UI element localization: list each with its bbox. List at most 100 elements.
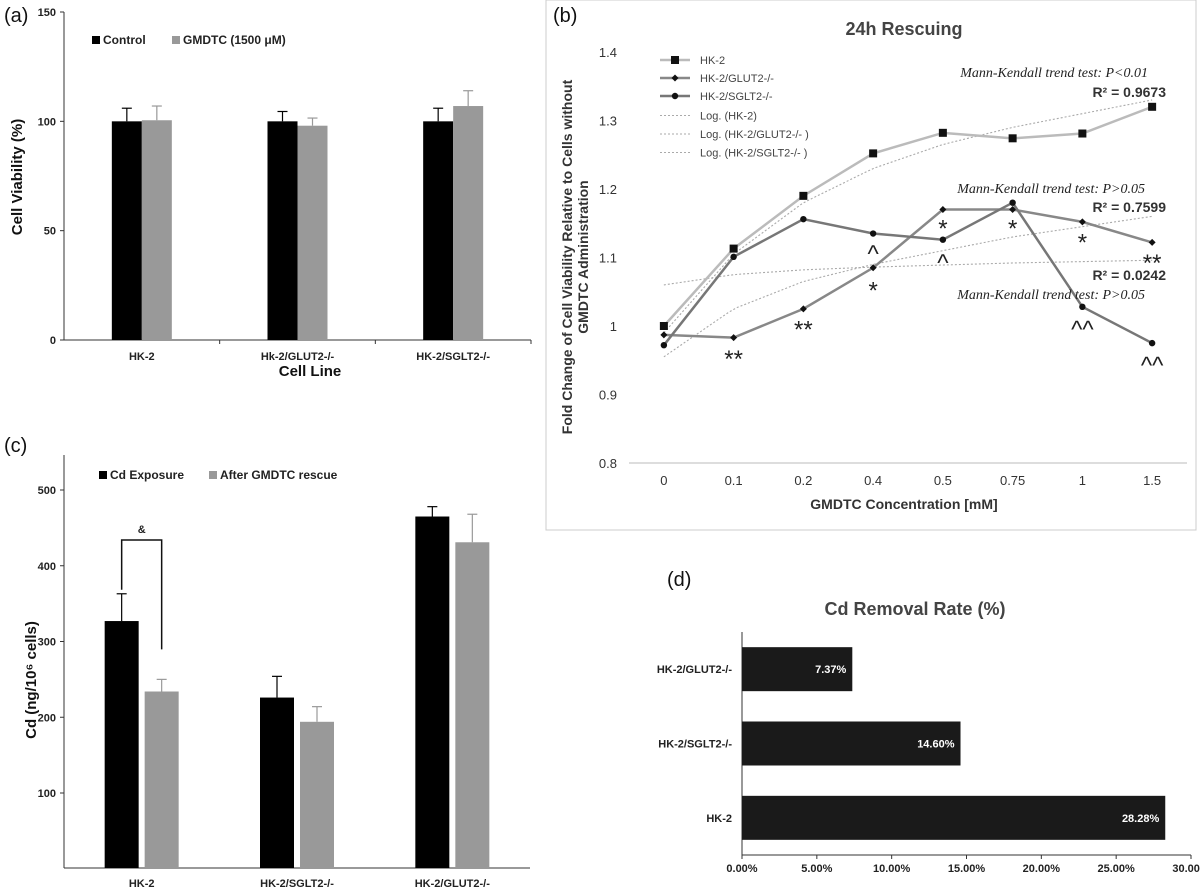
panel-b-point — [1148, 102, 1157, 111]
panel-b-legend-marker — [671, 74, 679, 82]
panel-d-category-label: HK-2 — [706, 813, 732, 825]
panel-b-legend-label: HK-2/SGLT2-/- — [700, 91, 773, 103]
panel-b-trendline — [663, 215, 1153, 358]
panel-d-xtick-label: 0.00% — [726, 863, 757, 875]
panel-d-bar — [742, 795, 1166, 840]
panel-b-frame — [545, 0, 1197, 531]
panel-c-bar — [260, 697, 294, 868]
panel-a-ytick-label: 150 — [38, 7, 56, 19]
panel-a-ylabel: Cell Viability (%) — [9, 119, 26, 235]
panel-d: (d) Cd Removal Rate (%) 0.00% 5.00% 10.00%… — [657, 569, 1200, 875]
panel-b-point — [1148, 339, 1156, 347]
panel-d-category-label: HK-2/SGLT2-/- — [658, 739, 732, 751]
panel-b-xtick-label: 1.5 — [1143, 473, 1161, 488]
panel-c-ytick-label: 500 — [38, 485, 56, 497]
panel-d-title: Cd Removal Rate (%) — [824, 599, 1005, 619]
panel-b-ytick-label: 1 — [610, 319, 617, 334]
panel-c-bar — [104, 621, 139, 868]
panel-b-point — [799, 305, 807, 313]
panel-b-point — [799, 191, 808, 200]
panel-b-point — [729, 244, 738, 253]
panel-b-significance-mark: ** — [724, 346, 743, 373]
panel-b-legend-label: Log. (HK-2) — [700, 111, 757, 123]
panel-c-legend-label: Cd Exposure — [110, 468, 184, 482]
panel-b-legend-label: Log. (HK-2/SGLT2-/- ) — [700, 148, 807, 160]
panel-d-bar-label: 28.28% — [1122, 813, 1160, 825]
panel-b-point — [1009, 199, 1016, 206]
panel-a-bar — [111, 121, 142, 340]
panel-a-bar — [423, 121, 454, 340]
panel-d-category-label: HK-2/GLUT2-/- — [657, 664, 733, 676]
panel-c-bar — [300, 721, 334, 868]
panel-b-xtick-label: 0.75 — [1000, 473, 1025, 488]
panel-b-xtick-label: 0 — [660, 473, 667, 488]
panel-b-point — [869, 230, 877, 237]
panel-d-xtick-label: 15.00% — [948, 863, 986, 875]
panel-a-legend-label: GMDTC (1500 μM) — [183, 33, 286, 47]
panel-b-point — [660, 331, 668, 339]
panel-b-legend-label: HK-2 — [700, 55, 725, 67]
panel-d-bar — [742, 721, 961, 766]
panel-b-significance-mark: * — [1008, 216, 1017, 243]
panel-b-significance-mark: * — [1078, 229, 1087, 256]
panel-b-series-line — [662, 105, 1153, 327]
panel-b-point — [800, 215, 807, 223]
panel-b-point — [939, 236, 947, 243]
panel-a-ytick-label: 0 — [50, 335, 56, 347]
panel-b-series-line — [663, 208, 1153, 339]
panel-b-point — [1078, 129, 1087, 138]
panel-c-category-label: HK-2 — [129, 878, 155, 890]
panel-d-bar-label: 14.60% — [917, 739, 955, 751]
panel-c-bar — [144, 691, 179, 868]
panel-b-significance-mark: ^^ — [1141, 353, 1164, 380]
panel-b-point — [1079, 303, 1086, 311]
panel-c: (c) Cd (ng/10⁶ cells) 100 200 300 400 500 Cd… — [4, 435, 530, 890]
panel-a-bar — [453, 106, 484, 340]
panel-b-point — [938, 128, 947, 137]
panel-b-xtick-label: 0.4 — [864, 473, 882, 488]
panel-b-point — [939, 206, 947, 214]
panel-a: (a) Cell Viability (%) Cell Line 0 50 100 1… — [4, 5, 532, 380]
panel-b-point — [1078, 218, 1086, 226]
panel-b-point — [659, 322, 668, 330]
panel-b-ytick-label: 0.8 — [599, 456, 617, 471]
panel-b-point — [1148, 238, 1156, 246]
panel-a-bar — [141, 120, 172, 341]
panel-b-point — [730, 334, 738, 342]
panel-b-xtick-label: 0.1 — [725, 473, 743, 488]
panel-a-bar — [297, 125, 328, 340]
panel-c-significance-mark: & — [138, 524, 146, 536]
panel-d-bar — [742, 647, 853, 692]
panel-b-ylabel-line2: GMDTC Administration — [575, 180, 591, 333]
panel-b-ytick-label: 1.4 — [599, 45, 617, 60]
panel-c-letter: (c) — [4, 435, 27, 457]
panel-a-bar — [267, 121, 298, 340]
panel-a-legend-swatch — [92, 36, 100, 44]
panel-b-legend-label: HK-2/GLUT2-/- — [700, 73, 774, 85]
panel-c-category-label: HK-2/GLUT2-/- — [415, 878, 491, 890]
panel-d-xtick-label: 10.00% — [873, 863, 911, 875]
panel-b-legend-marker — [671, 56, 679, 64]
panel-b-trend-test-label: Mann-Kendall trend test: P>0.05 — [956, 288, 1145, 303]
panel-c-ytick-label: 100 — [38, 788, 56, 800]
panel-b-significance-mark: ^^ — [1071, 316, 1094, 343]
panel-b-r2-label: R² = 0.7599 — [1092, 199, 1166, 215]
panel-b: (b) 24h Rescuing GMDTC Concentration [mM… — [545, 0, 1197, 531]
panel-b-point — [660, 341, 668, 349]
panel-c-legend-swatch — [209, 471, 217, 479]
panel-c-ytick-label: 300 — [38, 637, 56, 649]
panel-b-xtick-label: 0.2 — [794, 473, 812, 488]
panel-b-legend-marker — [671, 92, 679, 100]
panel-c-category-label: HK-2/SGLT2-/- — [260, 878, 334, 890]
panel-c-ytick-label: 200 — [38, 712, 56, 724]
panel-d-xtick-label: 25.00% — [1098, 863, 1136, 875]
panel-b-ylabel-line1: Fold Change of Cell Viability Relative t… — [559, 79, 575, 434]
panel-a-letter: (a) — [4, 5, 28, 27]
panel-a-ytick-label: 50 — [44, 226, 56, 238]
panel-b-point — [730, 253, 737, 261]
panel-b-title: 24h Rescuing — [845, 19, 962, 39]
panel-b-trend-test-label: Mann-Kendall trend test: P>0.05 — [956, 182, 1145, 197]
panel-b-significance-mark: ^ — [867, 241, 879, 268]
panel-b-series-line — [662, 201, 1153, 346]
panel-a-legend-label: Control — [103, 33, 146, 47]
